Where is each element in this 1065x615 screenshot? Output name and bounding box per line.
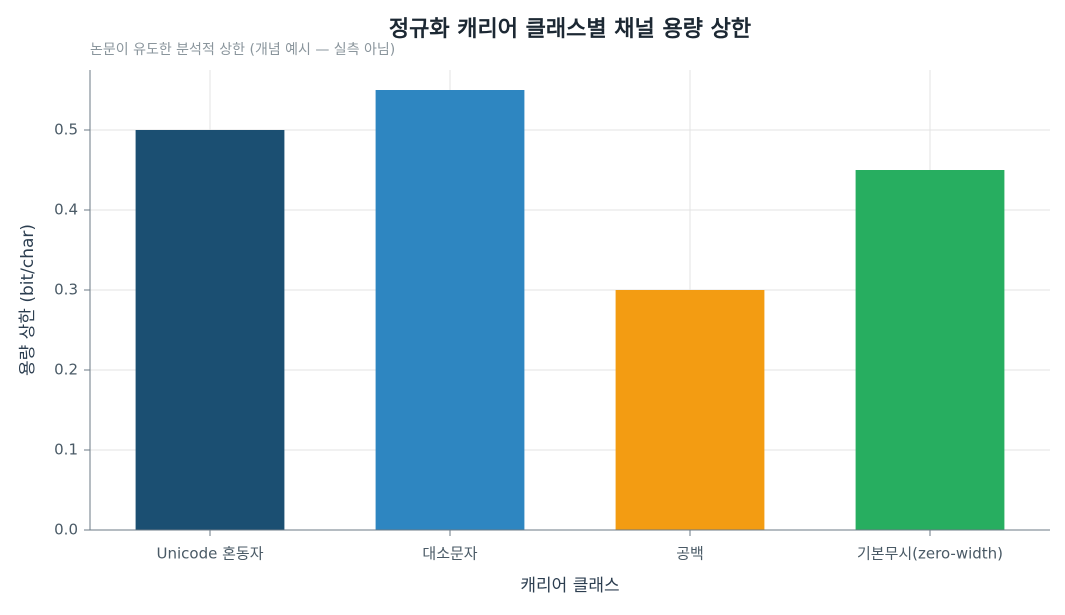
x-axis-label: 캐리어 클래스 bbox=[520, 576, 619, 596]
y-axis-label: 용량 상한 (bit/char) bbox=[18, 224, 38, 376]
y-tick-label: 0.4 bbox=[54, 201, 78, 219]
y-tick-label: 0.0 bbox=[54, 521, 78, 539]
x-tick-label: 대소문자 bbox=[422, 545, 477, 563]
y-tick-label: 0.2 bbox=[54, 361, 78, 379]
bar bbox=[375, 90, 525, 530]
y-tick-label: 0.3 bbox=[54, 281, 78, 299]
chart-subtitle: 논문이 유도한 분석적 상한 (개념 예시 — 실측 아님) bbox=[90, 42, 395, 58]
x-tick-label: Unicode 혼동자 bbox=[157, 545, 264, 563]
y-tick-label: 0.1 bbox=[54, 441, 78, 459]
bar bbox=[135, 130, 285, 530]
y-tick-label: 0.5 bbox=[54, 121, 78, 139]
bar bbox=[855, 170, 1005, 530]
bar bbox=[615, 290, 765, 530]
x-tick-label: 기본무시(zero-width) bbox=[857, 545, 1003, 563]
x-tick-label: 공백 bbox=[676, 545, 704, 563]
chart-title: 정규화 캐리어 클래스별 채널 용량 상한 bbox=[389, 17, 751, 42]
